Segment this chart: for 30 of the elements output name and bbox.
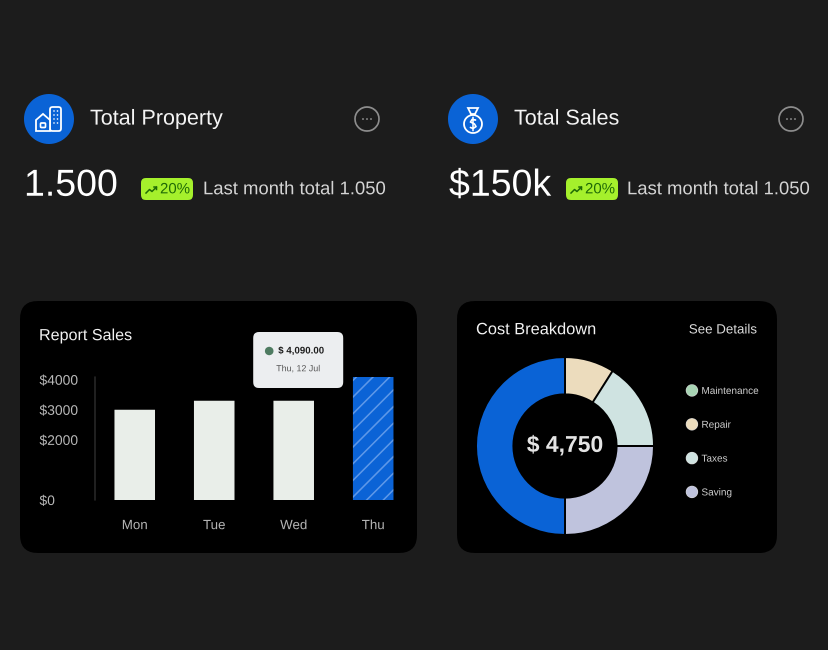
chart-title: Report Sales — [40, 328, 132, 344]
text: Last month total 1.050 — [628, 180, 810, 194]
text: $ 4,090.00 — [278, 346, 324, 356]
y-tick-label: $4000 — [40, 374, 78, 386]
text: Thu, 12 Jul — [276, 364, 320, 372]
legend-label: Saving — [702, 488, 732, 498]
legend-label: Repair — [702, 420, 731, 430]
bar — [273, 400, 314, 500]
legend-label: Maintenance — [702, 386, 758, 394]
x-tick-label: Tue — [203, 520, 225, 530]
text: 1.500 — [26, 170, 116, 196]
text: $150k — [449, 168, 552, 198]
bar — [352, 377, 394, 500]
bar — [194, 400, 234, 500]
text: See Details — [689, 324, 757, 334]
bar — [114, 410, 156, 500]
text: Total Sales — [514, 108, 619, 125]
chart-title: Cost Breakdown — [476, 322, 596, 334]
text: $ 4,750 — [527, 434, 602, 456]
x-tick-label: Wed — [280, 519, 306, 530]
y-tick-label: $2000 — [40, 434, 78, 446]
x-tick-label: Mon — [122, 520, 147, 530]
text: 20% — [160, 182, 190, 194]
legend-label: Taxes — [702, 454, 728, 462]
x-tick-label: Thu — [362, 519, 384, 530]
y-tick-label: $0 — [40, 494, 54, 506]
text: 20% — [586, 182, 614, 194]
y-tick-label: $3000 — [40, 404, 78, 416]
text: Total Property — [90, 108, 223, 130]
text: Last month total 1.050 — [204, 180, 386, 194]
